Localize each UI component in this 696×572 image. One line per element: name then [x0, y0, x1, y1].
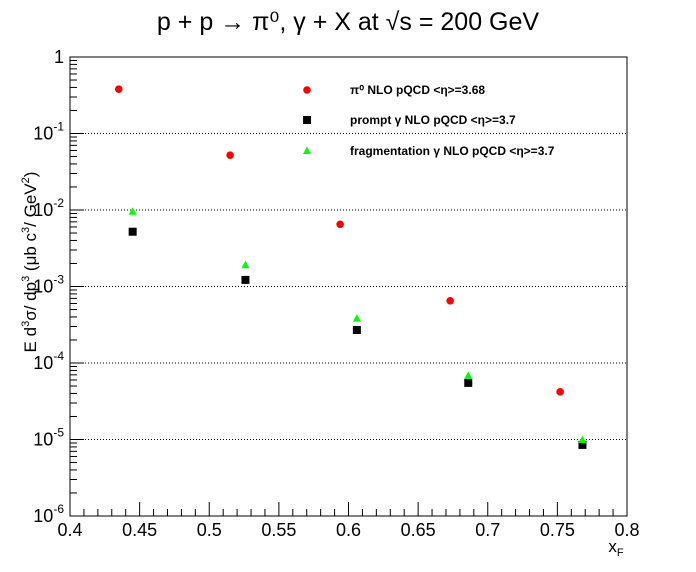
prompt-photon-point — [241, 275, 250, 284]
y-tick-label: 10-1 — [33, 120, 64, 144]
pi0-point — [556, 388, 564, 396]
x-tick-label: 0.4 — [57, 520, 82, 540]
fragmentation-photon-point — [241, 260, 250, 269]
legend-label-pi0: π⁰ NLO pQCD <η>=3.68 — [350, 83, 485, 97]
plot-frame — [69, 56, 628, 517]
legend-marker-fragmentation-photon — [303, 146, 311, 154]
x-tick-label: 0.8 — [614, 520, 639, 540]
fragmentation-photon-point — [352, 314, 361, 322]
legend-label-fragmentation-photon: fragmentation γ NLO pQCD <η>=3.7 — [350, 144, 555, 158]
y-tick-label: 1 — [54, 47, 64, 67]
legend: π⁰ NLO pQCD <η>=3.68 prompt γ NLO pQCD <η… — [303, 83, 555, 158]
prompt-photon-point — [352, 326, 361, 335]
x-tick-label: 0.75 — [540, 520, 575, 540]
x-tick-label: 0.45 — [122, 520, 157, 540]
x-axis: 0.4 0.45 0.5 0.55 0.6 0.65 0.7 0.75 0.8 — [57, 502, 640, 540]
legend-marker-pi0 — [303, 86, 311, 94]
prompt-photon-point — [464, 378, 473, 387]
x-tick-label: 0.55 — [261, 520, 296, 540]
x-tick-label: 0.6 — [336, 520, 361, 540]
y-tick-label: 10-3 — [33, 273, 64, 297]
x-tick-label: 0.5 — [197, 520, 222, 540]
pi0-point — [226, 151, 234, 160]
y-tick-label: 10-5 — [33, 426, 64, 450]
chart-title: p + p → π⁰, γ + X at √s = 200 GeV — [157, 8, 539, 36]
fragmentation-photon-point — [578, 435, 587, 444]
prompt-photon-point — [578, 440, 587, 449]
fragmentation-photon-point — [128, 207, 137, 215]
y-axis-label: E d3σ/ dp3 (μb c3/ GeV2) — [20, 172, 40, 353]
y-tick-label: 10-4 — [33, 349, 64, 373]
legend-label-prompt-photon: prompt γ NLO pQCD <η>=3.7 — [350, 113, 516, 127]
pi0-point — [446, 297, 454, 305]
y-tick-label: 10-2 — [33, 196, 64, 220]
legend-marker-prompt-photon — [303, 116, 311, 124]
pi0-point — [336, 220, 344, 229]
x-tick-label: 0.65 — [401, 520, 436, 540]
data-points — [114, 85, 587, 449]
y-tick-label: 10-6 — [33, 502, 64, 526]
grid — [70, 133, 627, 440]
pi0-point — [114, 85, 123, 93]
x-tick-label: 0.7 — [475, 520, 500, 540]
x-axis-label: xF — [608, 537, 624, 559]
prompt-photon-point — [128, 227, 137, 236]
fragmentation-photon-point — [464, 371, 473, 379]
y-axis: 10-6 10-5 10-4 10-3 10-2 10-1 1 — [33, 47, 84, 526]
